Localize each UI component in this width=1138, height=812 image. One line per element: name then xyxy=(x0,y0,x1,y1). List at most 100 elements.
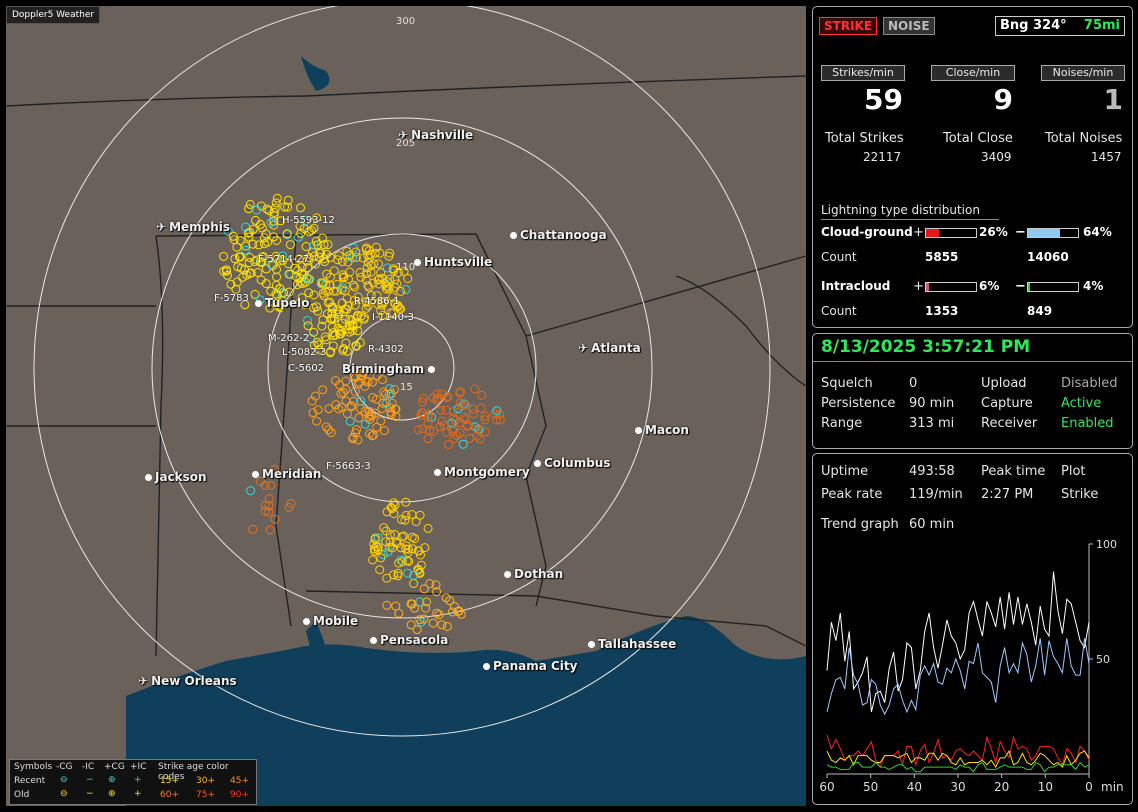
ic-pos-count: 1353 xyxy=(925,304,959,318)
strike-symbol xyxy=(327,302,337,312)
city-panama-city[interactable]: Panama City xyxy=(483,659,577,673)
strike-symbol xyxy=(345,416,355,426)
city-memphis[interactable]: ✈ Memphis xyxy=(156,220,231,234)
strike-symbol xyxy=(343,274,353,284)
strike-symbol xyxy=(352,319,362,329)
noise-button[interactable]: NOISE xyxy=(883,17,935,35)
city-pensacola[interactable]: Pensacola xyxy=(370,633,448,647)
strike-symbol xyxy=(469,409,478,419)
strike-symbol xyxy=(415,597,425,607)
strike-symbol xyxy=(260,500,270,510)
capture-label: Capture xyxy=(981,396,1033,411)
strike-symbol xyxy=(364,253,374,263)
airport-icon: ✈ xyxy=(156,220,167,234)
strike-symbol xyxy=(394,608,404,618)
city-nashville[interactable]: ✈ Nashville xyxy=(398,128,474,142)
strike-symbol xyxy=(417,397,427,407)
ic-count-label: Count xyxy=(821,304,857,318)
strike-symbol xyxy=(223,270,232,280)
storm-label[interactable]: H-5593-12 xyxy=(282,215,335,226)
storm-label[interactable]: I-1140-3 xyxy=(372,312,414,323)
distribution-title: Lightning type distribution xyxy=(821,203,980,217)
lightning-map[interactable]: Doppler5 Weather 300 205 110 15 ✈ Nashvil… xyxy=(6,6,806,806)
strike-symbol xyxy=(419,393,429,403)
cg-pos-pct: 26% xyxy=(979,225,1008,239)
strike-symbol xyxy=(345,267,355,277)
strike-symbol xyxy=(375,565,385,575)
storm-label[interactable]: L-5082-3 xyxy=(282,347,327,358)
city-tupelo[interactable]: Tupelo xyxy=(255,296,310,310)
upload-value: Disabled xyxy=(1061,376,1118,391)
strike-symbol xyxy=(286,499,296,509)
strike-symbol xyxy=(373,545,383,555)
strike-symbol xyxy=(458,439,468,449)
strike-symbol xyxy=(364,406,374,416)
strike-symbol xyxy=(356,404,365,414)
storm-label[interactable]: R-4302 xyxy=(368,344,404,355)
legend-symbols-label: Symbols xyxy=(14,762,53,772)
strike-symbol xyxy=(340,286,350,296)
strike-symbol xyxy=(226,279,236,289)
strike-symbol xyxy=(397,532,407,542)
storm-label[interactable]: F-5714-27 xyxy=(258,254,310,265)
strike-symbol xyxy=(401,284,411,294)
city-montgomery[interactable]: Montgomery xyxy=(434,465,530,479)
city-huntsville[interactable]: Huntsville xyxy=(414,255,492,269)
city-atlanta[interactable]: ✈ Atlanta xyxy=(578,341,641,355)
ring-label-205: 205 xyxy=(396,138,416,149)
city-chattanooga[interactable]: Chattanooga xyxy=(510,228,607,242)
strike-symbol xyxy=(233,262,243,272)
city-dot-icon xyxy=(434,469,441,476)
plot-value[interactable]: Strike xyxy=(1061,487,1099,502)
strike-symbol xyxy=(295,221,305,231)
strike-symbol xyxy=(403,568,413,578)
city-birmingham[interactable]: Birmingham xyxy=(342,362,438,376)
strike-symbol xyxy=(349,243,359,253)
strike-symbol xyxy=(470,384,480,394)
strike-symbol xyxy=(475,434,485,444)
storm-label[interactable]: C-5602 xyxy=(288,363,325,374)
strike-symbol xyxy=(244,258,254,268)
city-meridian[interactable]: Meridian xyxy=(252,467,321,481)
age-code: 15+ xyxy=(160,776,179,786)
strike-symbol xyxy=(378,310,388,320)
strike-symbol xyxy=(368,393,378,402)
storm-label[interactable]: R-4586-1 xyxy=(354,296,400,307)
city-dothan[interactable]: Dothan xyxy=(504,567,563,581)
bearing-readout: Bng 324° 75mi xyxy=(995,16,1125,36)
storm-label[interactable]: M-262-2 xyxy=(268,333,310,344)
strike-symbol xyxy=(363,301,373,311)
city-macon[interactable]: Macon xyxy=(635,423,689,437)
strike-symbol xyxy=(382,263,392,273)
strike-symbol xyxy=(373,533,383,543)
city-tallahassee[interactable]: Tallahassee xyxy=(588,637,676,651)
receiver-label: Receiver xyxy=(981,416,1038,431)
trend-series-1 xyxy=(826,638,1090,716)
strike-symbol xyxy=(361,303,371,313)
storm-label[interactable]: F-5783 xyxy=(214,293,249,304)
strike-symbol xyxy=(301,215,311,225)
strike-symbol xyxy=(361,296,371,306)
strike-symbol xyxy=(390,275,400,284)
strike-symbol xyxy=(396,304,406,314)
strike-symbol xyxy=(366,249,375,259)
range-value: 313 mi xyxy=(909,416,955,431)
city-mobile[interactable]: Mobile xyxy=(303,614,358,628)
city-new-orleans[interactable]: ✈ New Orleans xyxy=(138,674,237,688)
storm-label[interactable]: F-5663-3 xyxy=(326,461,371,472)
squelch-value: 0 xyxy=(909,376,918,391)
strike-symbol xyxy=(476,403,486,413)
city-columbus[interactable]: Columbus xyxy=(534,456,611,470)
strike-symbol xyxy=(309,223,319,233)
strike-symbol xyxy=(364,412,374,422)
airport-icon: ✈ xyxy=(398,128,409,142)
pos-ic-icon: + xyxy=(134,775,142,785)
city-jackson[interactable]: Jackson xyxy=(145,470,207,484)
strike-symbol xyxy=(460,415,470,425)
peak-rate-label: Peak rate xyxy=(821,487,883,502)
strike-symbol xyxy=(407,532,417,542)
legend-col: +IC xyxy=(130,762,147,772)
strike-symbol xyxy=(302,273,312,283)
strike-button[interactable]: STRIKE xyxy=(819,17,878,35)
strike-symbol xyxy=(261,279,271,289)
